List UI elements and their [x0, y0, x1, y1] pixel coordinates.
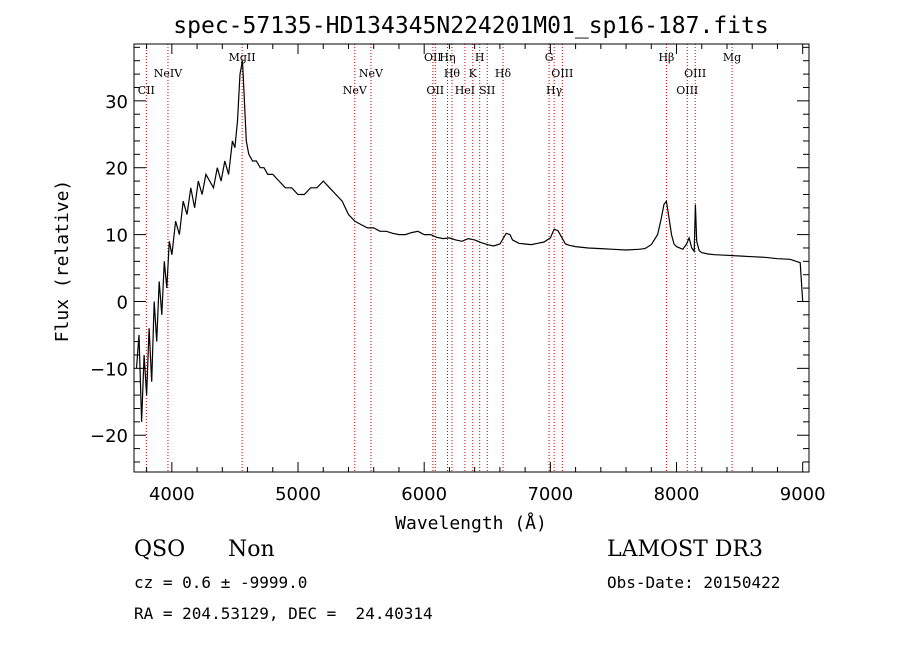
- x-tick-label: 4000: [149, 484, 195, 505]
- line-label: NeV: [359, 67, 384, 80]
- line-labels: CIINeIVMgIINeVNeVOIIOIIHηHθHeIKHSIIHδGHγ…: [138, 51, 741, 97]
- plot-frame: [133, 43, 810, 473]
- line-label: Mg: [723, 51, 741, 64]
- y-tick-label: −20: [90, 426, 128, 447]
- line-label: OIII: [676, 84, 698, 97]
- x-axis-label: Wavelength (Å): [395, 512, 547, 534]
- line-label: OIII: [684, 67, 706, 80]
- line-label: Hγ: [546, 84, 563, 97]
- x-tick-label: 5000: [275, 484, 321, 505]
- cz-value: cz = 0.6 ± -9999.0: [134, 573, 308, 592]
- spectrum-line: [135, 60, 804, 422]
- line-label: K: [469, 67, 478, 80]
- line-label: Hθ: [444, 67, 461, 80]
- y-tick-label: 10: [105, 226, 128, 247]
- line-label: MgII: [229, 51, 256, 64]
- x-tick-label: 6000: [401, 484, 447, 505]
- y-tick-label: 20: [105, 159, 128, 180]
- line-label: Hη: [439, 51, 455, 64]
- line-label: OII: [424, 51, 442, 64]
- x-tick-label: 8000: [654, 484, 700, 505]
- object-subclass: Non: [228, 537, 275, 562]
- line-label: CII: [138, 84, 155, 97]
- line-label: Hδ: [495, 67, 512, 80]
- chart-title: spec-57135-HD134345N224201M01_sp16-187.f…: [173, 13, 768, 39]
- x-tick-label: 7000: [527, 484, 573, 505]
- y-tick-label: 30: [105, 92, 128, 113]
- y-axis-label: Flux (relative): [52, 180, 73, 343]
- line-label: SII: [479, 84, 495, 97]
- line-label: Hβ: [658, 51, 674, 64]
- tick-labels: 4000 5000 6000 7000 8000 9000 −20 −10 0 10 20 30: [90, 92, 826, 505]
- x-tick-label: 9000: [780, 484, 826, 505]
- line-label: OIII: [551, 67, 573, 80]
- axis-ticks: [134, 44, 809, 472]
- line-label: NeIV: [154, 67, 183, 80]
- line-label: H: [475, 51, 485, 64]
- line-label: G: [545, 51, 554, 64]
- object-class: QSO: [134, 537, 186, 562]
- y-tick-label: −10: [90, 359, 128, 380]
- line-label: NeV: [343, 84, 368, 97]
- y-tick-label: 0: [117, 292, 128, 313]
- survey-name: LAMOST DR3: [607, 537, 763, 562]
- line-markers: [145, 44, 733, 472]
- line-label: OII: [426, 84, 444, 97]
- obs-date: Obs-Date: 20150422: [607, 573, 781, 592]
- ra-dec: RA = 204.53129, DEC = 24.40314: [134, 604, 433, 623]
- line-label: HeI: [455, 84, 475, 97]
